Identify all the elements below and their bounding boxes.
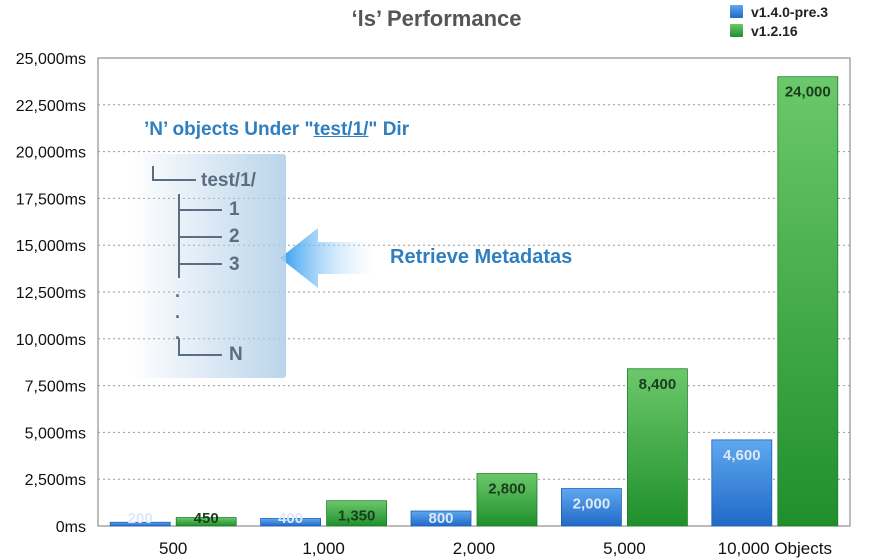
bar-series-2 [777, 76, 839, 527]
bar-series-1 [109, 521, 171, 527]
bar-series-2 [326, 500, 388, 527]
legend-label-series-2: v1.2.16 [751, 22, 798, 39]
legend-swatch-blue [730, 5, 743, 18]
x-tick-label: 5,000 [603, 539, 646, 558]
bar-value-label: 800 [428, 510, 453, 527]
legend-label-series-1: v1.4.0-pre.3 [751, 3, 829, 20]
arrow-label: Retrieve Metadatas [390, 246, 573, 268]
tree-ellipsis-dot: . [175, 302, 181, 322]
bar-value-label: 24,000 [785, 84, 831, 101]
bar-series-1 [260, 518, 322, 527]
annotation-heading-prefix: ’N’ objects Under " [144, 119, 314, 140]
tree-ellipsis-dot: . [175, 281, 181, 301]
tree-item-label: 1 [229, 199, 240, 220]
bar-series-2 [627, 368, 688, 527]
tree-trunk-line [178, 338, 180, 356]
bar-value-label: 450 [194, 510, 219, 527]
legend-item-series-2: v1.2.16 [730, 21, 828, 40]
y-tick-label: 20,000ms [16, 145, 86, 162]
tree-item-label: 2 [229, 226, 240, 247]
tree-ellipsis-dot: . [175, 323, 181, 343]
y-tick-label: 15,000ms [16, 238, 86, 255]
tree-branch-line [152, 179, 196, 181]
bar-value-label: 200 [128, 510, 153, 527]
y-tick-label: 10,000ms [16, 332, 86, 349]
tree-panel [135, 154, 286, 378]
bar-value-label: 2,800 [488, 481, 526, 498]
y-tick-label: 17,500ms [16, 191, 86, 208]
tree-branch-line [178, 209, 222, 211]
y-tick-label: 0ms [56, 519, 86, 536]
tree-branch-line [178, 236, 222, 238]
tree-item-label: 3 [229, 254, 240, 275]
x-tick-label: 10,000 Objects [718, 539, 832, 558]
bar-series-2 [175, 517, 237, 527]
bar-series-1 [711, 439, 773, 527]
bar-series-1 [561, 488, 622, 527]
bar-value-label: 8,400 [639, 376, 677, 393]
legend-swatch-green [730, 24, 743, 37]
x-tick-label: 500 [159, 539, 187, 558]
chart-title: ‘ls’ Performance [351, 6, 522, 31]
tree-root-label: test/1/ [201, 170, 256, 191]
x-tick-label: 1,000 [302, 539, 345, 558]
tree-branch-line [178, 354, 222, 356]
y-tick-label: 25,000ms [16, 51, 86, 68]
y-tick-label: 12,500ms [16, 285, 86, 302]
bar-series-2 [476, 473, 538, 527]
x-tick-label: 2,000 [453, 539, 496, 558]
annotation-heading-path: test/1/ [313, 119, 369, 140]
y-tick-label: 22,500ms [16, 98, 86, 115]
tree-last-label: N [229, 344, 243, 365]
legend-item-series-1: v1.4.0-pre.3 [730, 2, 828, 21]
bar-value-label: 2,000 [573, 496, 611, 513]
y-tick-label: 5,000ms [25, 425, 86, 442]
bar-value-label: 400 [278, 510, 303, 527]
bar-value-label: 4,600 [723, 447, 761, 464]
bar-series-1 [410, 510, 472, 527]
y-tick-label: 2,500ms [25, 472, 86, 489]
annotation-heading: ’N’ objects Under "test/1/" Dir [144, 119, 409, 141]
tree-branch-line [178, 263, 222, 265]
annotation-heading-suffix: " Dir [368, 119, 410, 140]
y-tick-label: 7,500ms [25, 379, 86, 396]
tree-branch-line [152, 166, 154, 180]
arrow-icon [280, 228, 380, 288]
legend: v1.4.0-pre.3 v1.2.16 [730, 2, 828, 40]
bar-value-label: 1,350 [338, 508, 376, 525]
